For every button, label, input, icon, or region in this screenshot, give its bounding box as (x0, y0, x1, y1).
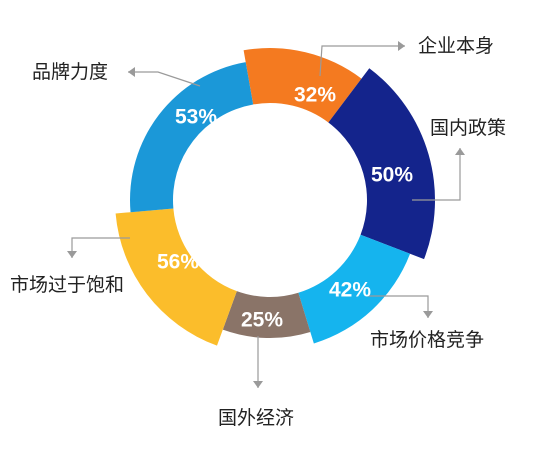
slice-1-category-label: 企业本身 (418, 35, 494, 57)
slice-2-category-label: 国内政策 (430, 117, 506, 139)
slice-1-leader-line (319, 45, 405, 77)
slice-2-leader-line (412, 148, 461, 201)
slice-3-category-label: 市场价格竞争 (370, 329, 484, 351)
slice-3-leader-line (368, 295, 429, 318)
slice-2-arrow-icon (455, 148, 465, 155)
slice-6-category-label: 品牌力度 (32, 61, 108, 83)
slice-2 (328, 68, 435, 260)
slice-6 (130, 62, 254, 213)
slice-5-percent-label: 56% (157, 251, 199, 274)
leader-lines (67, 41, 465, 388)
slice-6-leader-line (128, 71, 201, 87)
slice-1 (243, 47, 362, 123)
slice-1-percent-label: 32% (294, 84, 336, 107)
slice-5 (115, 208, 237, 346)
slice-3 (298, 234, 411, 344)
slice-3-percent-label: 42% (329, 279, 371, 302)
slice-1-arrow-icon (398, 41, 405, 51)
slice-4-category-label: 国外经济 (218, 407, 294, 429)
slice-6-percent-label: 53% (175, 106, 217, 129)
slice-3-arrow-icon (423, 311, 433, 318)
slice-4-percent-label: 25% (241, 309, 283, 332)
slice-5-arrow-icon (67, 251, 77, 258)
slice-2-percent-label: 50% (371, 164, 413, 187)
donut-segments (115, 47, 435, 346)
slice-5-category-label: 市场过于饱和 (10, 274, 124, 296)
slice-4-arrow-icon (253, 381, 263, 388)
slice-6-arrow-icon (128, 67, 135, 77)
slice-4 (222, 291, 311, 338)
percent-labels: 32% 50% 42% 25% 56% 53% (157, 84, 413, 332)
